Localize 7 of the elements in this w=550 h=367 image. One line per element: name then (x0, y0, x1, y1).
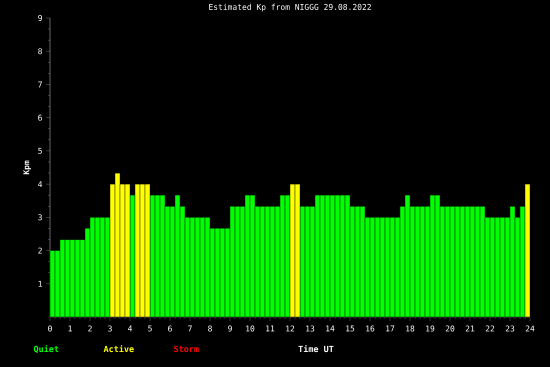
bar (304, 206, 310, 318)
legend-label: Storm (174, 346, 199, 352)
bar (50, 250, 56, 318)
x-axis-title: Time UT (298, 345, 334, 352)
bar (134, 184, 140, 318)
text: Active (104, 345, 134, 352)
text: Quiet (34, 345, 58, 354)
